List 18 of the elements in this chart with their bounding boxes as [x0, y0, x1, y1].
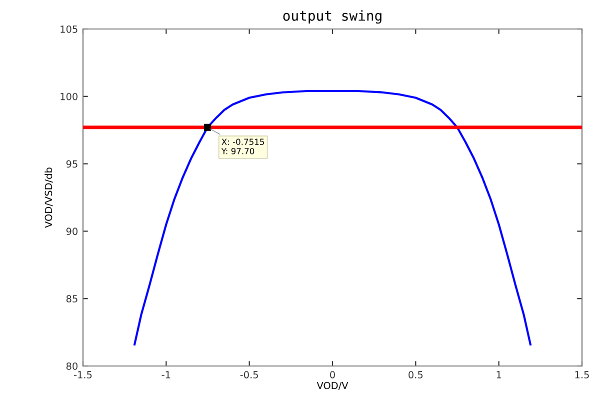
annotation: X: -0.7515 Y: 97.70 [221, 138, 264, 154]
x-tick-label: 1 [496, 371, 502, 378]
x-tick-label: 0 [330, 371, 335, 378]
y-axis-title: VOD/VSD/db [44, 168, 53, 228]
y-tick-label: 95 [66, 160, 78, 168]
y-tick-label: 80 [66, 362, 78, 370]
x-tick-label: -0.5 [240, 371, 258, 378]
x-tick-label: -1 [162, 371, 170, 378]
line-series [134, 90, 532, 346]
y-tick-label: 100 [60, 92, 78, 100]
y-tick-label: 105 [60, 25, 78, 33]
x-tick-label: 1.5 [575, 371, 589, 378]
x-tick-label: 0.5 [408, 371, 423, 378]
y-tick-label: 85 [66, 295, 78, 302]
y-tick-label: 90 [66, 228, 78, 236]
x-tick-label: -1.5 [74, 371, 92, 378]
chart-title: output swing [283, 10, 382, 24]
x-axis-title: VOD/V [316, 382, 348, 390]
